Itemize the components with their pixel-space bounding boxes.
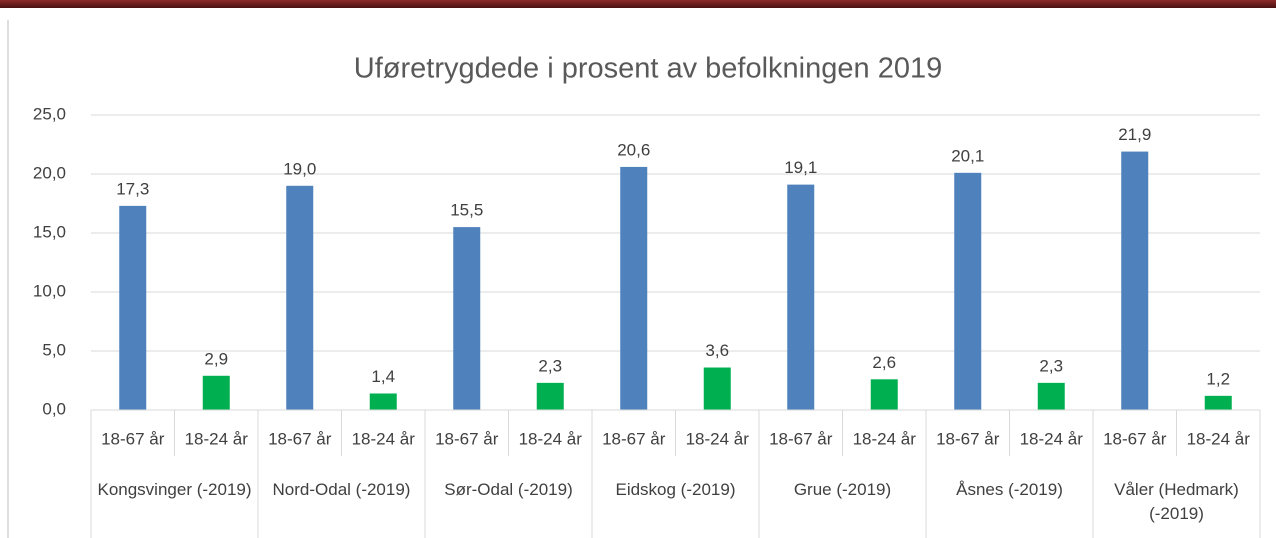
data-label: 19,1 xyxy=(784,158,817,177)
data-label: 2,3 xyxy=(538,356,562,375)
category-label-box: Grue (-2019) xyxy=(793,480,892,499)
category-label-box: Sør-Odal (-2019) xyxy=(444,480,573,499)
sub-category-label: 18-24 år xyxy=(519,429,583,448)
bar xyxy=(1121,151,1149,410)
sub-category-label: 18-67 år xyxy=(936,429,1000,448)
category-label: Eidskog (-2019) xyxy=(615,480,736,499)
top-bar xyxy=(0,0,1276,8)
category-label: Sør-Odal (-2019) xyxy=(444,480,573,499)
category-label-box: Våler (Hedmark) (-2019) xyxy=(1114,480,1239,523)
data-label: 15,5 xyxy=(450,201,483,220)
sub-category-label: 18-67 år xyxy=(435,429,499,448)
y-tick-label: 20,0 xyxy=(33,163,66,182)
y-tick-label: 0,0 xyxy=(42,399,66,418)
bar xyxy=(703,367,731,410)
bar xyxy=(1204,395,1232,410)
category-label-box: Åsnes (-2019) xyxy=(956,480,1063,499)
bar xyxy=(453,227,481,410)
sub-category-label: 18-24 år xyxy=(853,429,917,448)
data-label: 20,1 xyxy=(951,146,984,165)
category-label-box: Kongsvinger (-2019) xyxy=(97,480,252,499)
y-tick-label: 25,0 xyxy=(33,104,66,123)
data-label: 1,4 xyxy=(371,367,395,386)
data-label: 2,3 xyxy=(1039,356,1063,375)
data-label: 1,2 xyxy=(1206,369,1230,388)
category-label: Nord-Odal (-2019) xyxy=(272,480,411,499)
data-label: 21,9 xyxy=(1118,125,1151,144)
category-label: Grue (-2019) xyxy=(793,480,892,499)
bar xyxy=(202,375,230,410)
y-tick-label: 15,0 xyxy=(33,222,66,241)
category-label-box: Eidskog (-2019) xyxy=(615,480,736,499)
bar xyxy=(870,379,898,410)
bar xyxy=(119,205,147,410)
sub-category-label: 18-24 år xyxy=(352,429,416,448)
sub-category-label: 18-24 år xyxy=(1020,429,1084,448)
sub-category-label: 18-24 år xyxy=(185,429,249,448)
bar xyxy=(286,185,314,410)
bar xyxy=(620,166,648,410)
y-tick-label: 10,0 xyxy=(33,281,66,300)
data-label: 19,0 xyxy=(283,159,316,178)
bar xyxy=(536,382,564,410)
sub-category-label: 18-67 år xyxy=(602,429,666,448)
data-label: 20,6 xyxy=(617,140,650,159)
category-label: Kongsvinger (-2019) xyxy=(97,480,252,499)
sub-category-label: 18-24 år xyxy=(686,429,750,448)
bar xyxy=(1037,382,1065,410)
sub-category-label: 18-67 år xyxy=(769,429,833,448)
sub-category-label: 18-67 år xyxy=(268,429,332,448)
category-label-box: Nord-Odal (-2019) xyxy=(272,480,411,499)
category-label: Åsnes (-2019) xyxy=(956,480,1063,499)
bar xyxy=(954,172,982,410)
chart-title: Uføretrygdede i prosent av befolkningen … xyxy=(354,53,942,85)
data-label: 3,6 xyxy=(705,341,729,360)
data-label: 2,6 xyxy=(872,353,896,372)
bar xyxy=(787,184,815,410)
sub-category-label: 18-67 år xyxy=(1103,429,1167,448)
y-tick-label: 5,0 xyxy=(42,340,66,359)
category-label: Våler (Hedmark) (-2019) xyxy=(1114,480,1239,523)
data-label: 2,9 xyxy=(204,349,228,368)
data-label: 17,3 xyxy=(116,179,149,198)
bar xyxy=(369,393,397,410)
sub-category-label: 18-24 år xyxy=(1187,429,1251,448)
sub-category-label: 18-67 år xyxy=(101,429,165,448)
